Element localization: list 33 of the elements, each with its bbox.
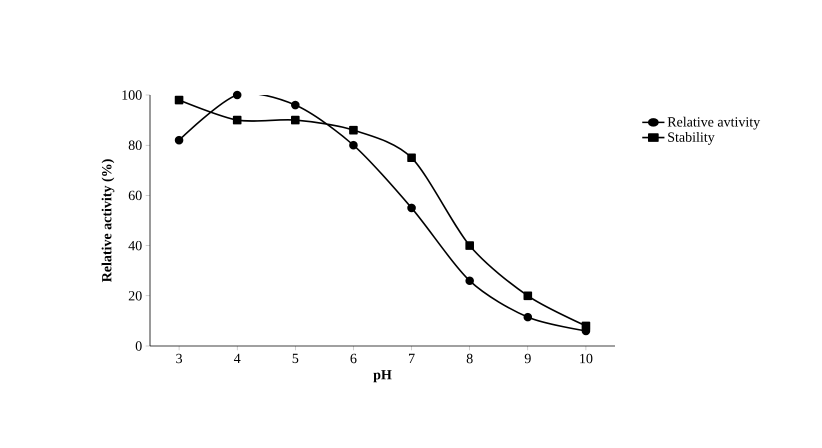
point xyxy=(232,90,242,100)
point xyxy=(524,312,532,322)
x-tick-label: 3 xyxy=(176,354,182,364)
point xyxy=(291,100,300,110)
point xyxy=(291,116,300,124)
x-tick-label: 8 xyxy=(466,354,473,364)
y-tick-label: 20 xyxy=(128,291,142,301)
y-tick-label: 100 xyxy=(122,90,142,100)
x-tick-label: 7 xyxy=(408,354,415,363)
point xyxy=(407,204,416,212)
y-tick-label: 80 xyxy=(128,140,142,150)
x-tick-label: 10 xyxy=(580,354,592,364)
point xyxy=(407,153,416,162)
y-tick-label: 60 xyxy=(128,190,142,200)
x-axis-title: pH xyxy=(373,370,392,382)
point xyxy=(524,292,532,300)
point xyxy=(174,96,184,104)
point xyxy=(465,276,474,286)
y-axis-title: Relative activity (%) xyxy=(102,159,114,282)
legend-label: Stability xyxy=(668,132,715,145)
point xyxy=(174,136,184,144)
point xyxy=(582,322,590,330)
y-tick-label: 40 xyxy=(128,240,142,250)
x-tick-label: 6 xyxy=(350,354,357,364)
point xyxy=(232,116,242,124)
x-tick-label: 5 xyxy=(292,354,298,364)
x-tick-label: 4 xyxy=(234,354,240,364)
point xyxy=(465,241,474,250)
point xyxy=(349,140,358,150)
point xyxy=(349,126,358,134)
y-tick-label: 0 xyxy=(136,341,142,351)
x-tick-label: 9 xyxy=(524,354,531,364)
legend-label: Relative avtivity xyxy=(668,116,760,130)
